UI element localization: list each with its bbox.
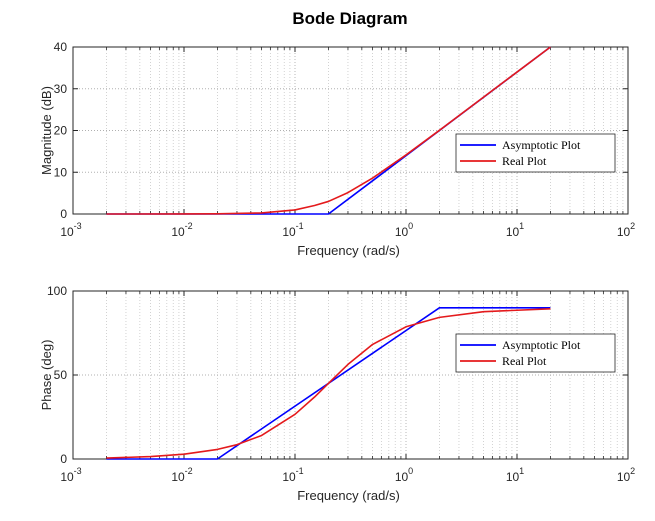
x-tick-exponent: -1 [296,466,304,476]
phase-legend: Asymptotic Plot Real Plot [455,333,616,373]
x-tick-label: 10-2 [171,221,192,239]
x-tick-label: 102 [617,221,635,239]
x-tick-label: 10-3 [60,221,81,239]
x-tick-label: 10-1 [282,221,303,239]
x-tick-exponent: -2 [185,466,193,476]
legend-box [455,133,616,173]
x-tick-base: 10 [60,470,74,484]
x-tick-base: 10 [617,225,631,239]
y-tick-label: 0 [60,452,67,466]
x-tick-exponent: 0 [408,221,413,231]
phase-x-axis-label: Frequency (rad/s) [297,488,400,503]
x-tick-exponent: -3 [74,466,82,476]
x-tick-base: 10 [617,470,631,484]
x-tick-label: 10-2 [171,466,192,484]
x-tick-exponent: -3 [74,221,82,231]
x-tick-base: 10 [506,470,520,484]
legend-box [455,333,616,373]
x-tick-label: 10-3 [60,466,81,484]
x-tick-base: 10 [395,225,409,239]
x-tick-exponent: 1 [519,466,524,476]
x-tick-base: 10 [171,225,185,239]
x-tick-label: 100 [395,221,413,239]
x-tick-exponent: 2 [630,466,635,476]
magnitude-x-axis-label: Frequency (rad/s) [297,243,400,258]
x-tick-base: 10 [282,225,296,239]
magnitude-plot: 10-3 10-2 10-1 100 101 102010203040Frequency … [39,40,635,258]
x-tick-base: 10 [506,225,520,239]
figure-title: Bode Diagram [292,9,407,28]
magnitude-grid [73,47,628,214]
x-tick-label: 10-1 [282,466,303,484]
phase-grid [73,291,628,459]
y-tick-label: 20 [54,124,68,138]
phase-y-axis-label: Phase (deg) [39,340,54,411]
x-tick-base: 10 [171,470,185,484]
legend-label-asymptotic: Asymptotic Plot [502,138,581,152]
x-tick-exponent: 2 [630,221,635,231]
real-plot-line [106,46,551,215]
x-tick-exponent: -1 [296,221,304,231]
x-tick-label: 101 [506,221,524,239]
magnitude-legend: Asymptotic Plot Real Plot [455,133,616,173]
legend-label-real: Real Plot [502,354,547,368]
x-tick-base: 10 [60,225,74,239]
x-tick-base: 10 [395,470,409,484]
x-tick-exponent: -2 [185,221,193,231]
y-tick-label: 40 [54,40,68,54]
y-tick-label: 0 [60,207,67,221]
magnitude-y-axis-label: Magnitude (dB) [39,86,54,175]
x-tick-label: 101 [506,466,524,484]
x-tick-label: 102 [617,466,635,484]
y-tick-label: 50 [54,368,68,382]
legend-label-asymptotic: Asymptotic Plot [502,338,581,352]
y-tick-label: 30 [54,82,68,96]
y-tick-label: 100 [47,284,67,298]
y-tick-label: 10 [54,165,68,179]
x-tick-exponent: 0 [408,466,413,476]
legend-label-real: Real Plot [502,154,547,168]
x-tick-label: 100 [395,466,413,484]
x-tick-exponent: 1 [519,221,524,231]
real-plot-line [106,308,551,459]
x-tick-base: 10 [282,470,296,484]
